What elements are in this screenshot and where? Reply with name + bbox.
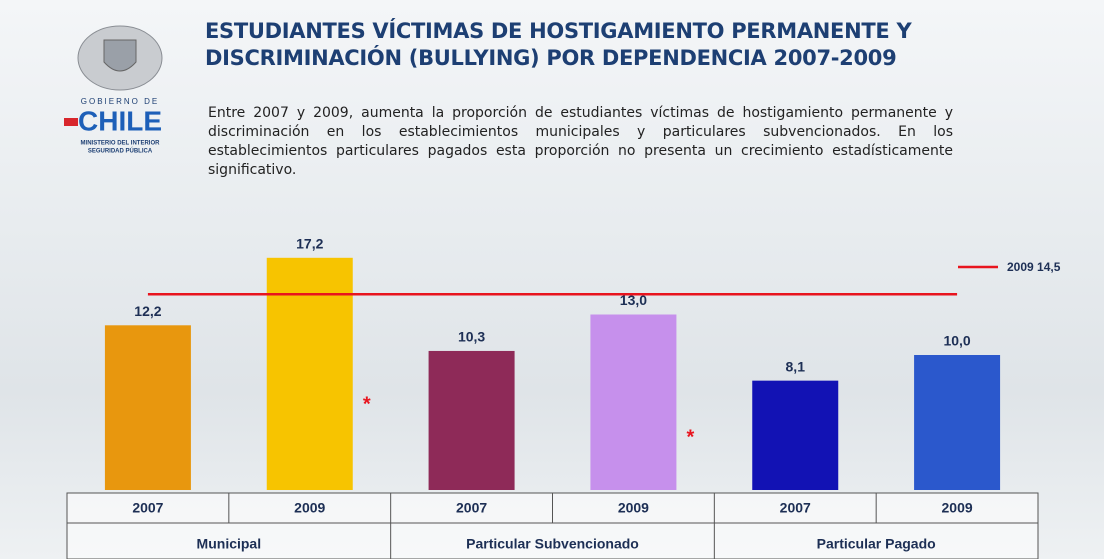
significance-mark: * <box>363 393 371 415</box>
bar <box>105 325 191 490</box>
value-label: 8,1 <box>786 358 806 374</box>
x-tick-label: 2009 <box>618 500 649 516</box>
legend-label: 2009 14,5 <box>1007 260 1061 274</box>
bar <box>590 315 676 491</box>
logo-text: SEGURIDAD PÚBLICA <box>88 148 153 155</box>
logo: GOBIERNO DE CHILE MINISTERIO DEL INTERIO… <box>64 26 162 155</box>
description: Entre 2007 y 2009, aumenta la proporción… <box>208 104 953 180</box>
x-tick-label: 2007 <box>456 500 487 516</box>
value-label: 17,2 <box>296 236 323 252</box>
bar <box>914 355 1000 490</box>
group-label: Particular Pagado <box>817 536 936 552</box>
significance-mark: * <box>687 426 695 448</box>
x-tick-label: 2009 <box>294 500 325 516</box>
slide: GOBIERNO DE CHILE MINISTERIO DEL INTERIO… <box>0 0 1104 559</box>
logo-flag <box>64 118 78 126</box>
x-tick-label: 2009 <box>942 500 973 516</box>
title-line: ESTUDIANTES VÍCTIMAS DE HOSTIGAMIENTO PE… <box>205 18 911 45</box>
x-tick-label: 2007 <box>780 500 811 516</box>
bar <box>752 381 838 490</box>
logo-text: CHILE <box>78 105 162 136</box>
logo-text: MINISTERIO DEL INTERIOR <box>81 141 161 147</box>
logo-shield <box>104 40 136 71</box>
bar <box>267 258 353 490</box>
value-label: 12,2 <box>134 303 161 319</box>
group-label: Particular Subvencionado <box>466 536 639 552</box>
chart: GOBIERNO DE CHILE MINISTERIO DEL INTERIO… <box>0 0 1104 559</box>
title-line: DISCRIMINACIÓN (BULLYING) POR DEPENDENCI… <box>205 45 911 72</box>
bar <box>429 351 515 490</box>
value-label: 10,0 <box>943 333 970 349</box>
x-tick-label: 2007 <box>132 500 163 516</box>
value-label: 10,3 <box>458 329 485 345</box>
group-label: Municipal <box>197 536 262 552</box>
title: ESTUDIANTES VÍCTIMAS DE HOSTIGAMIENTO PE… <box>205 18 911 72</box>
